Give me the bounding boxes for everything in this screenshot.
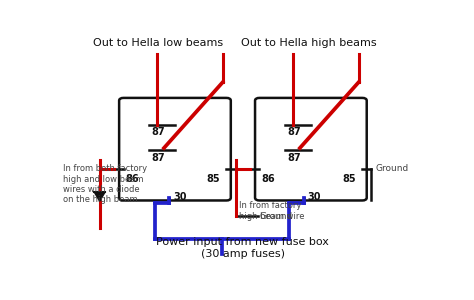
Text: 86: 86 <box>125 173 139 184</box>
Text: 30: 30 <box>173 191 187 202</box>
Text: 87: 87 <box>151 127 164 137</box>
Text: 85: 85 <box>206 173 220 184</box>
Text: 86: 86 <box>261 173 275 184</box>
Text: In from factory
high beam wire: In from factory high beam wire <box>239 201 305 220</box>
FancyBboxPatch shape <box>255 98 367 200</box>
Text: Out to Hella low beams: Out to Hella low beams <box>93 38 224 48</box>
Text: 85: 85 <box>342 173 356 184</box>
Text: 87: 87 <box>287 153 301 163</box>
Text: Ground: Ground <box>375 164 409 173</box>
Polygon shape <box>94 192 105 201</box>
Text: Out to Hella high beams: Out to Hella high beams <box>241 38 377 48</box>
Text: Power input from new fuse box
(30 amp fuses): Power input from new fuse box (30 amp fu… <box>156 237 329 259</box>
FancyBboxPatch shape <box>119 98 231 200</box>
Text: 30: 30 <box>307 191 321 202</box>
Text: 87: 87 <box>287 127 301 137</box>
Text: Ground: Ground <box>259 212 293 221</box>
Text: 87: 87 <box>151 153 164 163</box>
Text: In from both factory
high and low beam
wires with a diode
on the high beam: In from both factory high and low beam w… <box>63 164 147 204</box>
